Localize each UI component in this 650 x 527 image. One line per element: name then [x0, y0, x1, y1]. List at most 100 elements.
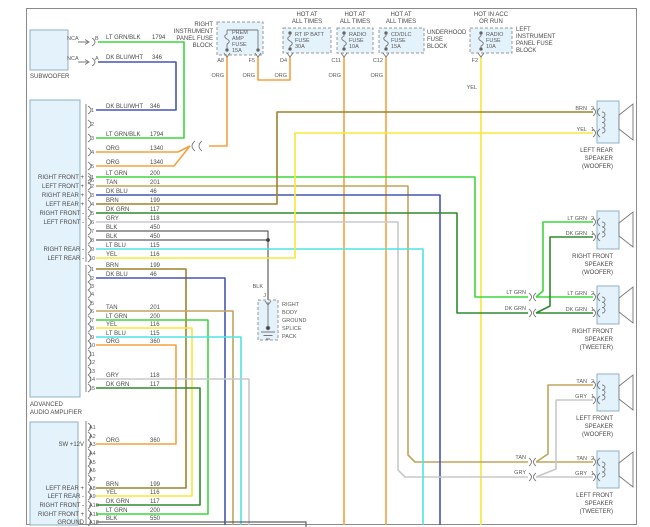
c2-label0: RIGHT FRONT + — [38, 175, 84, 181]
splice-term-label: J — [263, 293, 266, 299]
sub-num-a: 346 — [152, 55, 163, 61]
fb3-hot1: ALL TIMES — [340, 19, 370, 25]
radio-fuse-symbol — [341, 33, 347, 49]
fb2-hot1: ALL TIMES — [292, 19, 322, 25]
left-front-woofer-cone — [618, 374, 634, 411]
c2-w1: TAN — [106, 180, 118, 186]
splice-wire-label: BLK — [253, 284, 264, 290]
c2-pin5: 6 — [91, 220, 94, 226]
fb5-block0: LEFT — [516, 27, 531, 33]
c2-n4: 117 — [150, 207, 160, 213]
tag-yel-f2: YEL — [467, 85, 477, 91]
fb4-fuse1: FUSE — [391, 38, 406, 44]
fb2-term: D4 — [280, 58, 287, 64]
inline-connector-org — [191, 140, 203, 152]
wire-org-360 — [96, 344, 177, 445]
c3-n14: 117 — [150, 382, 160, 388]
c1-pin5: 6 — [91, 178, 94, 184]
c3-pin3: 4 — [91, 292, 94, 298]
spk2-p2-n: 2 — [591, 291, 594, 297]
fb1-line1: INSTRUMENT — [174, 29, 214, 35]
c3-n8: 115 — [150, 331, 160, 337]
right-ip-fuse-block-box — [216, 21, 264, 56]
c3-pin11: 12 — [89, 360, 95, 366]
radio-pin11: A12 — [89, 520, 99, 526]
c2-label5: LEFT FRONT - — [44, 220, 84, 226]
c2-pin0: 1 — [91, 175, 94, 181]
c2-n7: 450 — [150, 234, 161, 240]
wire-gry-118-radio — [96, 378, 250, 525]
left-rear-woofer-cone — [618, 103, 634, 141]
fb5-term: F2 — [472, 58, 478, 64]
wire-dk-blu-46 — [96, 194, 441, 525]
radio-pin7: A8 — [89, 486, 96, 492]
spk4-p2-w: TAN — [576, 456, 587, 462]
c2-w6: BLK — [106, 225, 117, 231]
radio-n11: 550 — [150, 516, 161, 522]
c2-w5: GRY — [106, 216, 119, 222]
c2-n2: 46 — [150, 189, 157, 195]
c2-pin9: 10 — [89, 256, 95, 262]
spk3-p2-n: 2 — [591, 379, 594, 385]
c2-label4: RIGHT FRONT - — [40, 211, 84, 217]
inline-tan: TAN — [515, 455, 526, 461]
c2-pin4: 5 — [91, 211, 94, 217]
radio-pin0: A1 — [89, 425, 96, 431]
c3-pin12: 13 — [89, 369, 95, 375]
radio-n2: 360 — [150, 438, 161, 444]
radio-n9: 117 — [150, 499, 160, 505]
ground-symbol — [261, 331, 275, 340]
speakers — [592, 100, 634, 489]
radio-box — [29, 421, 79, 526]
splice-wire — [264, 300, 272, 328]
c1-w0: DK BLU/WHT — [106, 104, 143, 110]
fb5-block2: PANEL FUSE — [516, 41, 553, 47]
c1-pin3: 4 — [91, 150, 94, 156]
wire-lt-blu-115-radio — [96, 336, 242, 525]
c3-n13: 118 — [150, 373, 160, 379]
tag-org-c11: ORG — [328, 73, 341, 79]
c3-pin9: 10 — [89, 343, 95, 349]
c3-w6: LT GRN — [106, 314, 127, 320]
left-front-tweeter-box — [596, 450, 620, 489]
c2-w3: BRN — [106, 198, 119, 204]
prem-amp-fuse-symbol — [224, 29, 259, 50]
sub-wire-b: LT GRN/BLK — [106, 35, 140, 41]
ground-splice-symbol — [261, 300, 275, 340]
c3-w13: GRY — [106, 373, 119, 379]
c2-label2: RIGHT REAR + — [42, 193, 85, 199]
c2-w7: BLK — [106, 234, 117, 240]
fb2-fuse1: FUSE — [295, 38, 310, 44]
radio-pin3: A4 — [89, 451, 96, 457]
left-front-woofer-box — [596, 373, 620, 412]
tag-org-a8: ORG — [211, 73, 224, 79]
wire-lt-grn-blk-1794 — [96, 41, 185, 139]
splice-label4: PACK — [282, 334, 297, 340]
radio-n10: 200 — [150, 508, 161, 514]
spk3-name2: (WOOFER) — [582, 432, 613, 438]
right-front-tweeter-pins — [592, 292, 601, 318]
fb3-fuse0: RADIO — [349, 32, 367, 38]
c2-label3: LEFT REAR + — [46, 202, 85, 208]
nca-arrows — [78, 39, 90, 65]
right-front-tweeter-box — [596, 285, 620, 325]
c3-n7: 116 — [150, 322, 160, 328]
radio-w9: DK GRN — [106, 499, 129, 505]
c2-w8: LT BLU — [106, 243, 126, 249]
c1-pin0: 1 — [91, 108, 94, 114]
spk3-p1-n: 1 — [591, 394, 594, 400]
splice-label3: SPLICE — [282, 326, 302, 332]
subwoofer-pin-arcs — [91, 37, 96, 67]
c2-pin2: 3 — [91, 193, 94, 199]
connector-symbols — [78, 37, 537, 527]
fb3-fuse1: FUSE — [349, 38, 364, 44]
c1-w4: ORG — [106, 160, 120, 166]
c1-n2: 1794 — [150, 132, 164, 138]
c2-pin6: 7 — [91, 229, 94, 235]
c2-w0: LT GRN — [106, 171, 127, 177]
c2-label1: LEFT FRONT + — [42, 184, 84, 190]
sub-wire-a: DK BLU/WHT — [106, 55, 143, 61]
fb1-fuse1: AMP — [232, 36, 244, 42]
c3-w1: DK BLU — [106, 272, 128, 278]
radio-label9: RIGHT FRONT - — [40, 503, 84, 509]
